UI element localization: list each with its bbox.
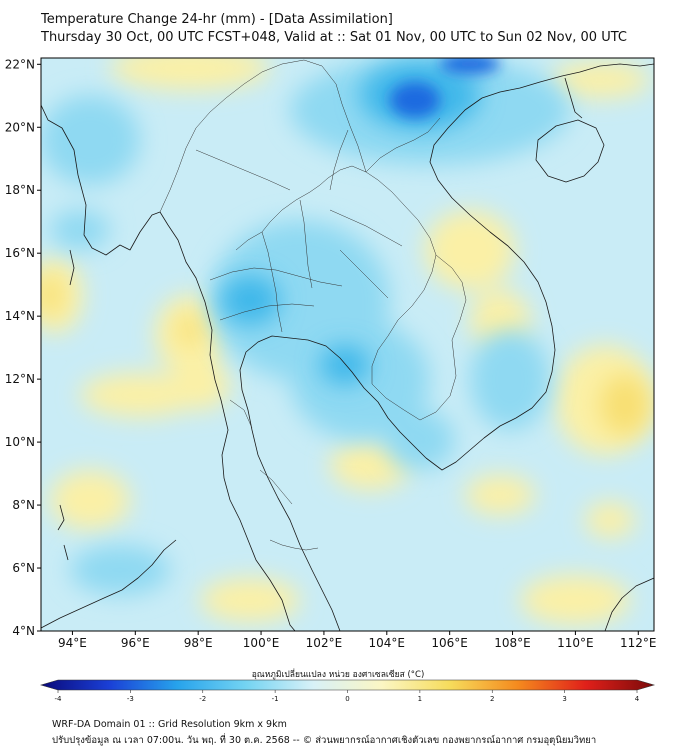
footer-model-info: WRF-DA Domain 01 :: Grid Resolution 9km … [52, 719, 287, 730]
lat-tick-label: 14°N [5, 309, 35, 323]
border-province-4 [299, 199, 313, 289]
lat-tick-label: 4°N [12, 624, 35, 638]
warm-blob [200, 578, 300, 622]
lon-tick-label: 102°E [306, 636, 343, 650]
colorbar-tick-label: 3 [562, 695, 566, 703]
warm-blob [520, 575, 630, 625]
colorbar-bar [39, 679, 656, 691]
lon-tick-label: 98°E [184, 636, 213, 650]
lat-tick-label: 8°N [12, 498, 35, 512]
warm-blob [170, 360, 230, 410]
border-province-3 [261, 231, 283, 333]
cool-blob [470, 330, 550, 430]
warm-blob [110, 58, 270, 90]
coastline-vietnam [425, 97, 556, 471]
cold-anomaly-core [390, 58, 500, 118]
colorbar-tick-label: 2 [490, 695, 494, 703]
longitude-ticks: 94°E 96°E 98°E 100°E 102°E 104°E 106°E 108°E 110… [58, 631, 657, 650]
warm-blob [465, 475, 535, 515]
border-province-6 [339, 249, 389, 299]
coastline-andaman [57, 249, 75, 561]
colorbar-label: อุณหภูมิเปลี่ยนแปลง หน่วย องศาเซลเซียส (… [251, 670, 425, 680]
cool-blob [50, 210, 110, 250]
border-thailand-laos [365, 171, 437, 337]
lon-tick-label: 104°E [369, 636, 406, 650]
border-province-2 [219, 303, 315, 321]
cool-blob [385, 410, 455, 470]
lon-tick-label: 96°E [121, 636, 150, 650]
cool-core [220, 275, 280, 325]
lat-tick-label: 10°N [5, 435, 35, 449]
border-province-10 [195, 149, 291, 191]
strong-warm-regions [41, 275, 650, 435]
warm-blob [550, 62, 650, 98]
colorbar-tick-label: -3 [127, 695, 134, 703]
colorbar-tick-label: 4 [635, 695, 640, 703]
border-thai-malaysia [269, 539, 319, 551]
cold-core [440, 58, 500, 74]
lon-tick-label: 110°E [557, 636, 594, 650]
lon-tick-label: 100°E [243, 636, 280, 650]
border-myanmar-thailand [235, 165, 367, 251]
cool-core [320, 345, 370, 385]
warm-blob [50, 470, 130, 530]
latitude-ticks: 4°N 6°N 8°N 10°N 12°N 14°N 16°N 18°N 20°N 22°N [5, 57, 41, 638]
colorbar-tick-label: 0 [345, 695, 349, 703]
warm-core [178, 316, 202, 344]
footer-credit: ปรับปรุงข้อมูล ณ เวลา 07:00น. วัน พฤ. ที… [52, 735, 597, 746]
lon-tick-label: 108°E [494, 636, 531, 650]
plot-frame [40, 57, 655, 632]
warm-blob [585, 502, 635, 538]
colorbar: -4 -3 -2 -1 0 1 2 3 4 [39, 679, 656, 703]
border-province-1 [209, 267, 343, 287]
lat-tick-label: 16°N [5, 246, 35, 260]
cold-core [390, 82, 440, 118]
warm-blob [425, 210, 515, 290]
cool-blob [41, 95, 140, 185]
border-province-7 [229, 399, 253, 429]
lat-tick-label: 18°N [5, 183, 35, 197]
coastline-bay-of-bengal [41, 104, 296, 631]
lat-tick-label: 6°N [12, 561, 35, 575]
map-subtitle: Thursday 30 Oct, 00 UTC FCST+048, Valid … [41, 30, 627, 45]
lon-tick-label: 94°E [58, 636, 87, 650]
colorbar-tick-label: -4 [55, 695, 63, 703]
border-province-5 [329, 209, 403, 247]
border-province-8 [259, 469, 293, 505]
warm-core [600, 375, 650, 435]
lat-tick-label: 22°N [5, 57, 35, 71]
coastline-sumatra [41, 539, 177, 629]
lon-tick-label: 112°E [620, 636, 657, 650]
borders [159, 59, 467, 551]
warm-anomaly-regions [41, 58, 654, 625]
coastline-hainan [535, 119, 605, 183]
warm-blob [80, 373, 200, 417]
border-province-9 [329, 129, 349, 191]
border-laos-vietnam [365, 117, 467, 341]
coastlines [41, 63, 654, 631]
colorbar-ticks: -4 -3 -2 -1 0 1 2 3 4 [55, 690, 640, 703]
border-cambodia [371, 335, 457, 421]
map-title: Temperature Change 24-hr (mm) - [Data As… [41, 12, 393, 27]
lon-tick-label: 106°E [431, 636, 468, 650]
coastline-south-china [481, 63, 654, 99]
cool-blob [70, 545, 170, 595]
warm-core [41, 275, 62, 315]
border-china [159, 59, 367, 213]
coastline-gulf-of-thailand [239, 335, 427, 631]
colorbar-tick-label: -1 [272, 695, 279, 703]
lat-tick-label: 12°N [5, 372, 35, 386]
field-layer [41, 58, 654, 631]
lat-tick-label: 20°N [5, 120, 35, 134]
coastline-borneo [604, 577, 654, 631]
colorbar-tick-label: 1 [418, 695, 422, 703]
coastline-leizhou [564, 77, 583, 119]
colorbar-tick-label: -2 [199, 695, 206, 703]
